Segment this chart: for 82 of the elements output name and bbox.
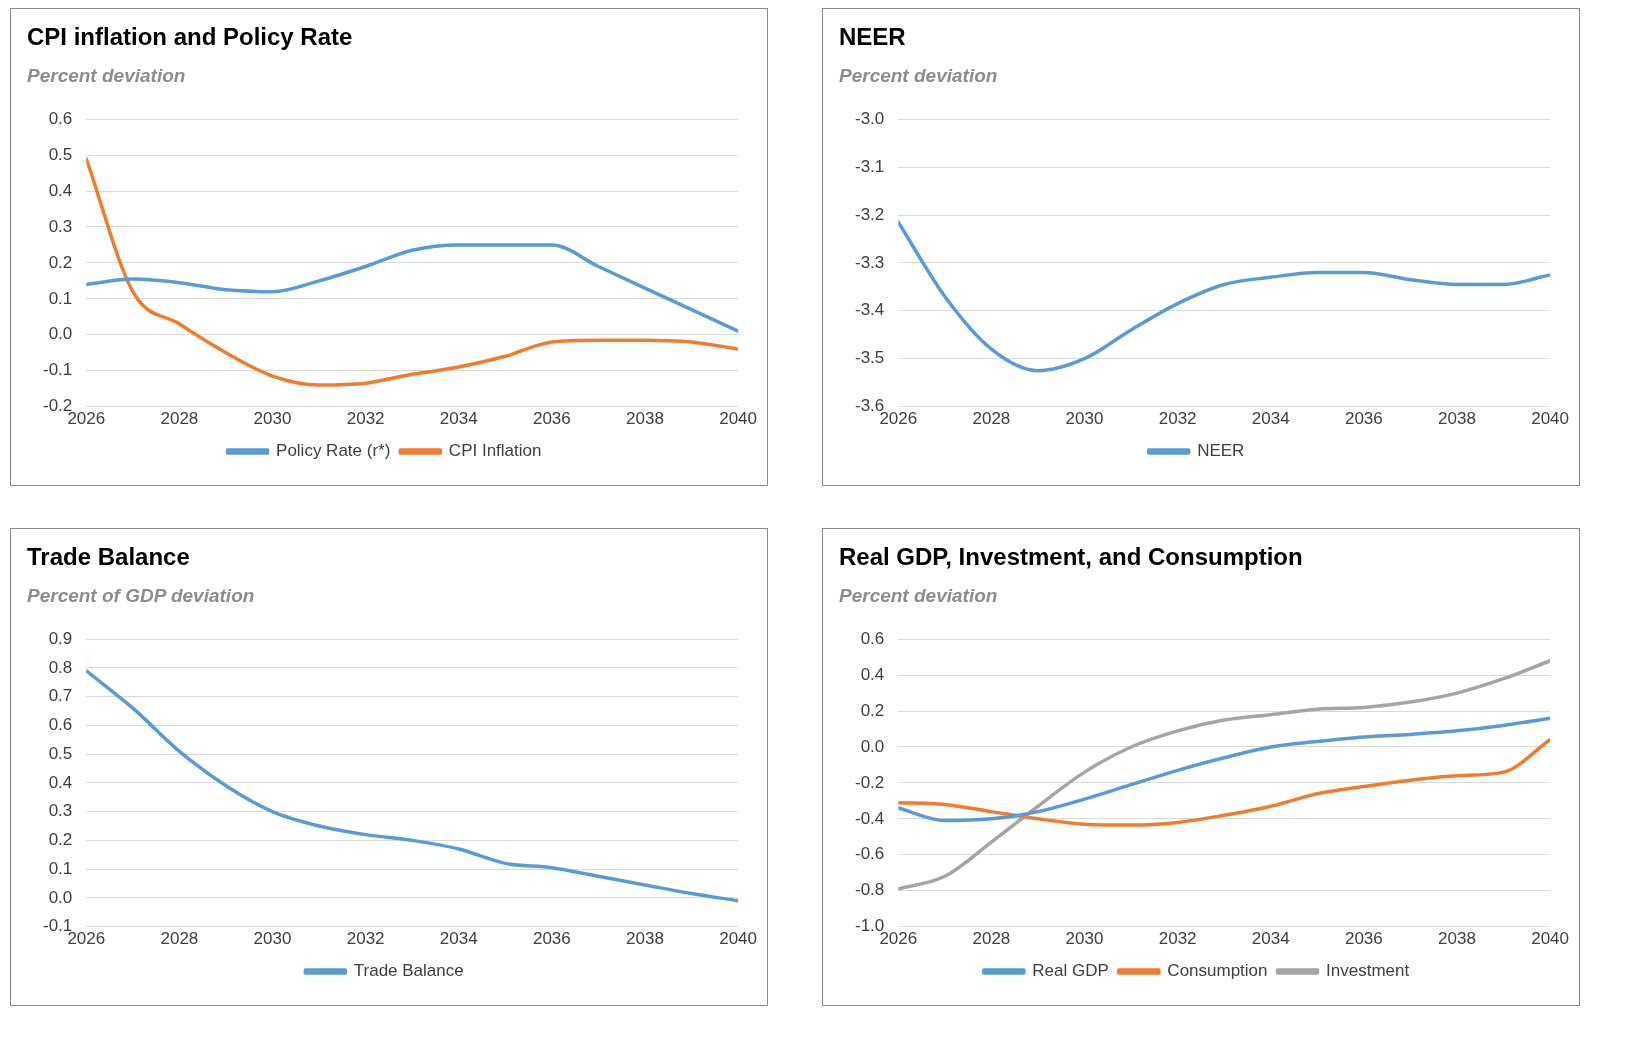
y-tick-label: -3.3	[855, 252, 885, 272]
line-series	[898, 220, 1551, 373]
y-tick-label: 0.7	[48, 686, 73, 706]
x-tick-label: 2028	[972, 409, 1011, 429]
y-tick-label: 0.8	[48, 657, 73, 677]
y-tick-label: 0.1	[48, 858, 73, 878]
x-tick-label: 2028	[972, 929, 1011, 949]
x-tick-label: 2036	[532, 409, 571, 429]
x-tick-label: 2040	[1531, 929, 1569, 949]
x-tick-label: 2032	[1158, 409, 1197, 429]
x-tick-label: 2030	[1065, 929, 1104, 949]
x-tick-label: 2038	[1438, 929, 1476, 949]
x-tick-label: 2036	[1344, 409, 1383, 429]
y-tick-label: -3.0	[855, 108, 885, 128]
x-tick-label: 2036	[1344, 929, 1383, 949]
x-tick-label: 2032	[1158, 929, 1197, 949]
chart-title: CPI inflation and Policy Rate	[27, 23, 354, 51]
y-tick-label: -0.1	[43, 360, 73, 380]
legend-label: Trade Balance	[353, 961, 464, 981]
y-tick-label: 0.6	[48, 715, 73, 735]
y-tick-label: -3.1	[855, 156, 885, 176]
y-tick-label: 0.0	[48, 324, 73, 344]
chart-title: NEER	[839, 23, 907, 51]
y-tick-label: 0.4	[48, 772, 73, 792]
line-series	[86, 156, 739, 387]
x-tick-label: 2038	[626, 409, 664, 429]
y-tick-label: 0.0	[48, 887, 73, 907]
line-series	[86, 243, 739, 333]
chart-title: Trade Balance	[27, 543, 191, 571]
y-tick-label: -0.4	[855, 808, 885, 828]
x-tick-label: 2030	[253, 929, 292, 949]
x-tick-label: 2032	[346, 409, 385, 429]
chart-subtitle: Percent deviation	[27, 65, 187, 87]
y-tick-label: 0.1	[48, 288, 73, 308]
y-tick-label: -3.4	[855, 300, 885, 320]
y-tick-label: -0.6	[855, 844, 885, 864]
y-tick-label: 0.0	[860, 736, 885, 756]
y-tick-label: 0.4	[860, 664, 885, 684]
chart-subtitle: Percent deviation	[839, 65, 999, 87]
y-tick-label: 0.9	[48, 628, 73, 648]
x-tick-label: 2034	[439, 929, 478, 949]
line-series	[898, 659, 1551, 891]
x-tick-label: 2034	[1251, 929, 1290, 949]
y-tick-label: 0.5	[48, 144, 73, 164]
y-tick-label: 0.2	[48, 830, 73, 850]
y-tick-label: 0.5	[48, 743, 73, 763]
legend-label: Investment	[1326, 961, 1410, 981]
chart-subtitle: Percent deviation	[839, 585, 999, 607]
y-tick-label: -3.2	[855, 204, 885, 224]
y-tick-label: 0.4	[48, 180, 73, 200]
legend-label: Consumption	[1167, 961, 1268, 981]
line-series	[898, 738, 1551, 827]
x-tick-label: 2034	[439, 409, 478, 429]
x-tick-label: 2036	[532, 929, 571, 949]
x-tick-label: 2040	[1531, 409, 1569, 429]
y-tick-label: 0.3	[48, 801, 73, 821]
x-tick-label: 2040	[719, 409, 757, 429]
y-tick-label: 0.2	[48, 252, 73, 272]
chart-subtitle: Percent of GDP deviation	[27, 585, 256, 607]
y-tick-label: 0.3	[48, 216, 73, 236]
y-tick-label: -0.2	[855, 772, 885, 792]
x-tick-label: 2032	[346, 929, 385, 949]
x-tick-label: 2034	[1251, 409, 1290, 429]
x-tick-label: 2028	[160, 929, 199, 949]
x-tick-label: 2030	[253, 409, 292, 429]
legend-label: NEER	[1197, 441, 1245, 461]
x-tick-label: 2038	[626, 929, 664, 949]
y-tick-label: -3.5	[855, 348, 885, 368]
x-tick-label: 2040	[719, 929, 757, 949]
chart-title: Real GDP, Investment, and Consumption	[839, 543, 1304, 571]
line-series	[86, 669, 739, 903]
legend-label: CPI Inflation	[448, 441, 542, 461]
x-tick-label: 2038	[1438, 409, 1476, 429]
y-tick-label: 0.6	[860, 628, 885, 648]
x-tick-label: 2028	[160, 409, 199, 429]
line-series	[898, 716, 1551, 823]
legend-label: Real GDP	[1032, 961, 1109, 981]
y-tick-label: -0.8	[855, 880, 885, 900]
x-tick-label: 2030	[1065, 409, 1104, 429]
y-tick-label: 0.6	[48, 108, 73, 128]
y-tick-label: 0.2	[860, 700, 885, 720]
legend-label: Policy Rate (r*)	[276, 441, 391, 461]
